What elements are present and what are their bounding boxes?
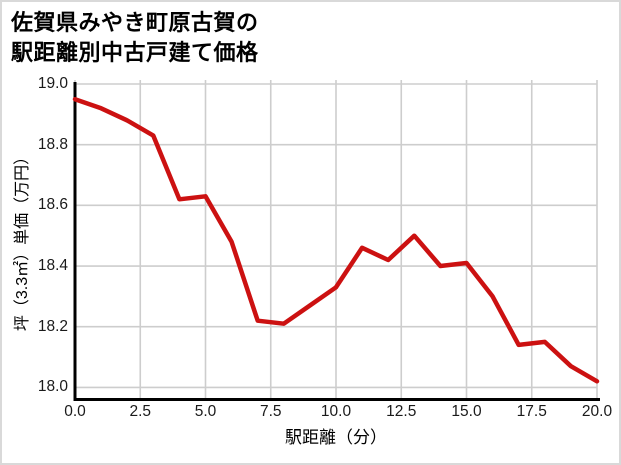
gridlines <box>74 80 598 398</box>
y-tick-label: 19.0 <box>37 75 68 92</box>
y-tick-label: 18.4 <box>37 257 68 275</box>
x-tick-label: 20.0 <box>581 403 613 420</box>
x-tick-label: 0.0 <box>64 403 86 420</box>
x-tick-label: 17.5 <box>516 403 547 420</box>
y-tick-label: 18.6 <box>37 196 68 214</box>
x-tick-label: 15.0 <box>451 403 482 420</box>
x-tick-label: 12.5 <box>386 403 417 420</box>
x-tick-label: 2.5 <box>129 403 152 420</box>
x-axis-title: 駅距離（分） <box>285 428 387 447</box>
x-tick-label: 10.0 <box>320 403 352 420</box>
price-line-series <box>72 96 600 384</box>
chart-title: 佐賀県みやき町原古賀の 駅距離別中古戸建て価格 <box>11 8 259 68</box>
x-tick-label: 5.0 <box>194 403 217 420</box>
y-tick-label: 18.8 <box>37 135 68 153</box>
x-tick-label: 7.5 <box>259 403 282 420</box>
chart-title-line-1: 佐賀県みやき町原古賀の <box>11 10 259 35</box>
y-tick-label: 18.2 <box>37 317 68 335</box>
y-tick-label: 18.0 <box>37 378 68 396</box>
y-axis-title: 坪（3.3㎡）単価（万円） <box>14 148 31 332</box>
chart-title-line-2: 駅距離別中古戸建て価格 <box>11 40 259 65</box>
axes-spines <box>73 82 600 401</box>
